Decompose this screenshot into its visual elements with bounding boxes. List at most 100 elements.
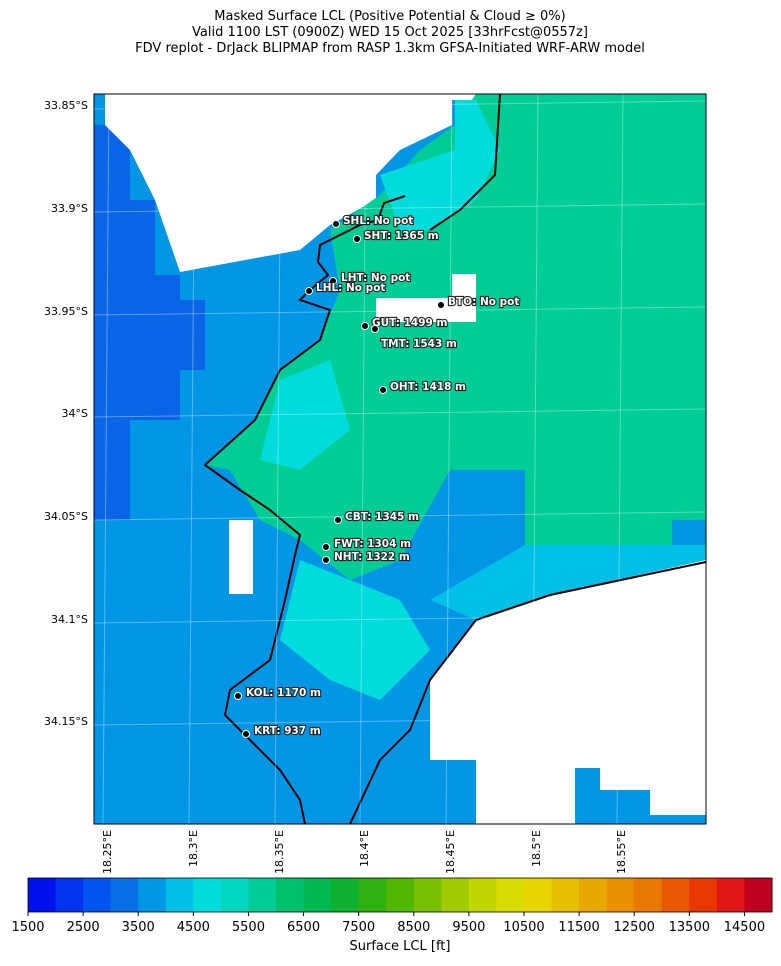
station-label: CBT: 1345 m bbox=[345, 511, 419, 523]
colorbar-tick-label: 9500 bbox=[452, 920, 485, 935]
lon-line bbox=[445, 93, 453, 825]
lon-line bbox=[274, 93, 282, 825]
colorbar-tick-label: 8500 bbox=[397, 920, 430, 935]
lat-label: 34.1°S bbox=[51, 613, 88, 626]
lon-line bbox=[359, 93, 367, 825]
station-marker bbox=[361, 322, 369, 330]
colorbar-segment bbox=[413, 878, 442, 912]
colorbar-tick-label: 3500 bbox=[122, 920, 155, 935]
axis-labels: 33.85°S 33.9°S 33.95°S 34°S 34.05°S 34.1°S 34.… bbox=[44, 99, 628, 874]
map-frame bbox=[93, 93, 707, 825]
colorbar-tick-label: 14500 bbox=[724, 920, 765, 935]
lat-line bbox=[93, 306, 707, 316]
station-label: OHT: 1418 m bbox=[390, 381, 466, 393]
graticule bbox=[93, 93, 707, 825]
station-label: NHT: 1322 m bbox=[334, 551, 410, 563]
colorbar: 1500 2500 3500 4500 5500 6500 7500 8500 9500 1050… bbox=[11, 877, 773, 954]
colorbar-segment bbox=[579, 878, 608, 912]
station-marker bbox=[242, 730, 250, 738]
lat-label: 34.05°S bbox=[44, 510, 88, 523]
lon-line bbox=[616, 93, 624, 825]
lon-line bbox=[188, 93, 196, 825]
station-marker bbox=[329, 277, 337, 285]
station-marker bbox=[322, 543, 330, 551]
lon-label: 18.25°E bbox=[101, 830, 114, 874]
title-line: Valid 1100 LST (0900Z) WED 15 Oct 2025 [… bbox=[192, 25, 588, 40]
colorbar-segment bbox=[661, 878, 690, 912]
lat-line bbox=[93, 614, 707, 624]
lat-label: 33.85°S bbox=[44, 99, 88, 112]
lat-label: 34°S bbox=[62, 407, 88, 420]
station-label: SHT: 1365 m bbox=[364, 230, 439, 242]
station-label: LHL: No pot bbox=[316, 282, 385, 294]
colorbar-tick-label: 1500 bbox=[11, 920, 44, 935]
lon-line bbox=[531, 93, 539, 825]
colorbar-segment bbox=[468, 878, 497, 912]
lat-line bbox=[93, 408, 707, 418]
station-label: BTO: No pot bbox=[448, 296, 519, 308]
colorbar-segment bbox=[55, 878, 84, 912]
lon-label: 18.4°E bbox=[358, 830, 371, 867]
lon-label: 18.45°E bbox=[444, 830, 457, 874]
colorbar-segment bbox=[110, 878, 139, 912]
colorbar-tick-label: 13500 bbox=[669, 920, 710, 935]
station-label: FWT: 1304 m bbox=[334, 538, 411, 550]
colorbar-segment bbox=[358, 878, 387, 912]
colorbar-segment bbox=[220, 878, 249, 912]
map-fill bbox=[94, 93, 707, 825]
title-line: FDV replot - DrJack BLIPMAP from RASP 1.… bbox=[135, 41, 645, 56]
colorbar-segment bbox=[606, 878, 635, 912]
station-label: TMT: 1543 m bbox=[381, 338, 457, 350]
colorbar-segment bbox=[634, 878, 663, 912]
colorbar-segment bbox=[689, 878, 718, 912]
lon-label: 18.5°E bbox=[530, 830, 543, 867]
colorbar-segment bbox=[276, 878, 305, 912]
lat-label: 34.15°S bbox=[44, 715, 88, 728]
station-marker bbox=[234, 692, 242, 700]
colorbar-segment bbox=[744, 878, 773, 912]
station-marker bbox=[353, 235, 361, 243]
lon-label: 18.55°E bbox=[615, 830, 628, 874]
colorbar-tick-label: 12500 bbox=[614, 920, 655, 935]
colorbar-tick-label: 6500 bbox=[287, 920, 320, 935]
colorbar-frame bbox=[27, 877, 773, 913]
station-label: KOL: 1170 m bbox=[246, 687, 321, 699]
colorbar-segment bbox=[496, 878, 525, 912]
colorbar-segment bbox=[138, 878, 167, 912]
station-label: SHL: No pot bbox=[343, 215, 413, 227]
colorbar-segment bbox=[248, 878, 277, 912]
colorbar-segment bbox=[303, 878, 332, 912]
colorbar-segment bbox=[331, 878, 360, 912]
colorbar-segment bbox=[551, 878, 580, 912]
lon-label: 18.3°E bbox=[187, 830, 200, 867]
colorbar-segment bbox=[386, 878, 415, 912]
colorbar-segment bbox=[83, 878, 112, 912]
colorbar-segment bbox=[193, 878, 222, 912]
station-marker bbox=[334, 516, 342, 524]
colorbar-tick-label: 10500 bbox=[503, 920, 544, 935]
colorbar-tick-label: 2500 bbox=[67, 920, 100, 935]
colorbar-tick-label: 5500 bbox=[232, 920, 265, 935]
colorbar-segment bbox=[441, 878, 470, 912]
title-line: Masked Surface LCL (Positive Potential &… bbox=[214, 9, 565, 24]
lon-label: 18.35°E bbox=[273, 830, 286, 874]
station-marker bbox=[379, 386, 387, 394]
colorbar-tick-label: 4500 bbox=[177, 920, 210, 935]
title: Masked Surface LCL (Positive Potential &… bbox=[135, 9, 645, 56]
colorbar-segment bbox=[716, 878, 745, 912]
colorbar-segment bbox=[165, 878, 194, 912]
station-marker bbox=[371, 325, 379, 333]
colorbar-tick-label: 11500 bbox=[558, 920, 599, 935]
lat-label: 33.95°S bbox=[44, 305, 88, 318]
lon-line bbox=[102, 93, 110, 825]
colorbar-tick-label: 7500 bbox=[342, 920, 375, 935]
station-marker bbox=[332, 220, 340, 228]
lat-line bbox=[93, 100, 707, 110]
station-label: GUT: 1499 m bbox=[372, 317, 447, 329]
lat-line bbox=[93, 716, 707, 726]
station-label: KRT: 937 m bbox=[254, 725, 321, 737]
station-marker bbox=[437, 301, 445, 309]
station-marker bbox=[322, 556, 330, 564]
